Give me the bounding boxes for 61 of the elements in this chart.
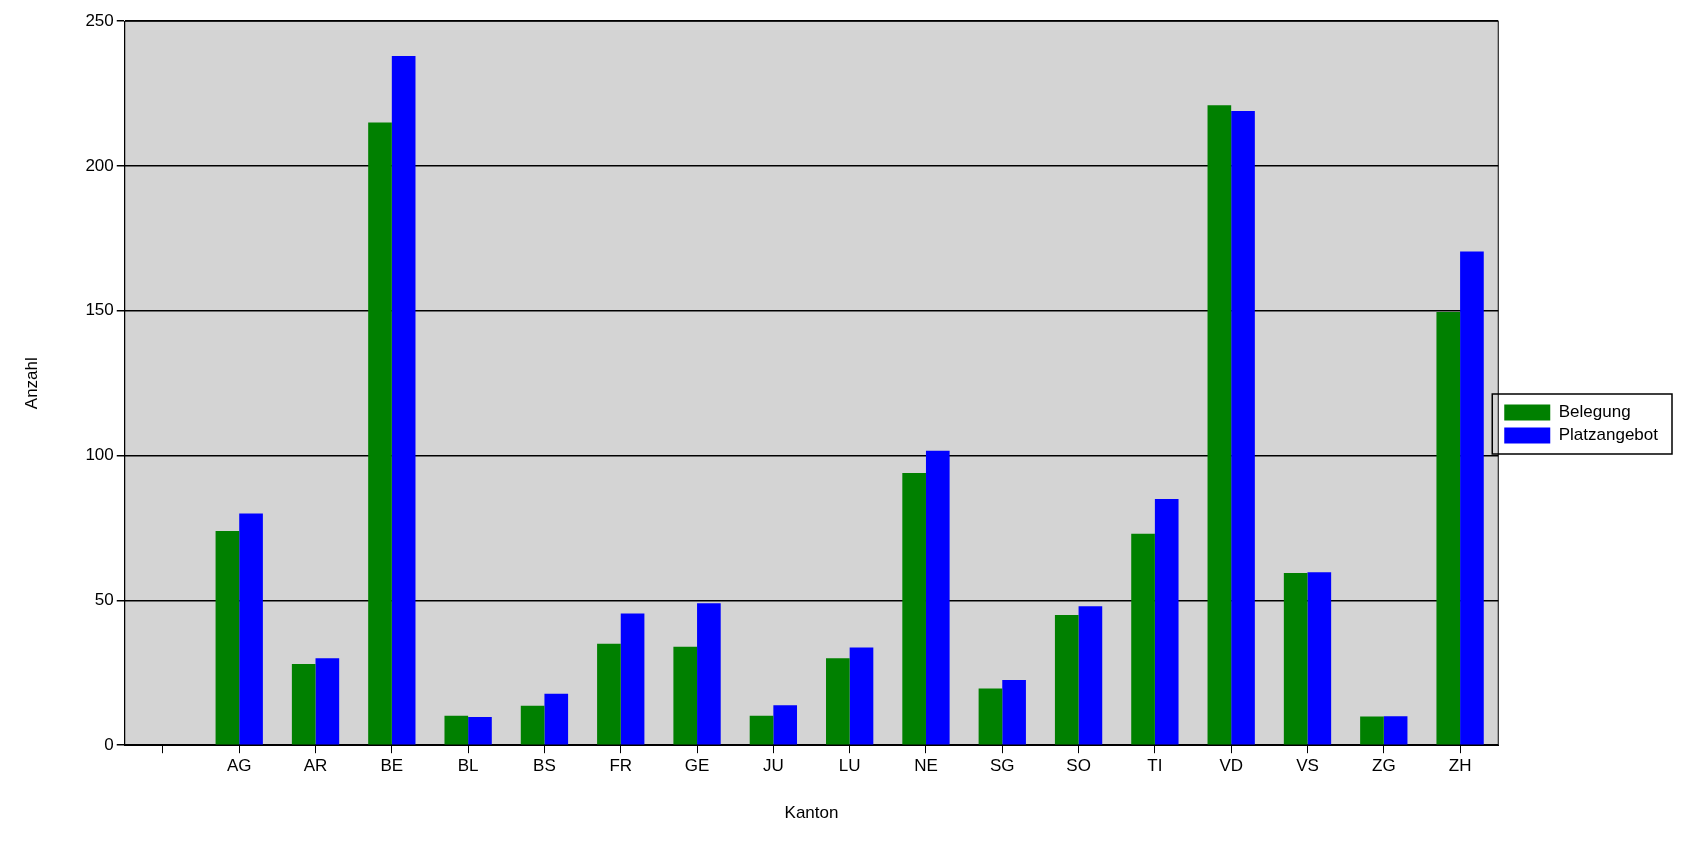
y-axis-title: Anzahl xyxy=(21,357,41,410)
bar xyxy=(849,647,874,745)
y-tick-label: 150 xyxy=(85,300,114,320)
bar xyxy=(1154,499,1179,745)
bar xyxy=(749,715,774,745)
x-tick-label: TI xyxy=(1147,756,1163,776)
x-tick-label: AG xyxy=(226,756,252,776)
bar xyxy=(826,658,850,745)
bar xyxy=(520,705,545,745)
x-tick-label: BL xyxy=(457,756,479,776)
bar xyxy=(468,717,492,745)
bar xyxy=(1207,105,1232,745)
y-tick-label: 0 xyxy=(104,734,114,754)
x-tick-label: ZH xyxy=(1448,756,1472,776)
bar xyxy=(673,646,698,745)
bar xyxy=(1078,606,1103,745)
bar xyxy=(1307,572,1332,745)
bar xyxy=(978,688,1003,745)
x-tick-label: SO xyxy=(1066,756,1091,776)
x-tick-label: FR xyxy=(609,756,633,776)
bar xyxy=(597,643,621,745)
bar xyxy=(368,122,392,745)
bar xyxy=(391,55,416,745)
x-tick-label: JU xyxy=(762,756,784,776)
x-tick-label: BS xyxy=(533,756,556,776)
bar xyxy=(773,705,798,745)
x-tick-label: ZG xyxy=(1371,756,1396,776)
bar xyxy=(697,603,721,745)
bar xyxy=(1383,716,1408,745)
bar xyxy=(1054,614,1079,745)
bar xyxy=(1231,110,1255,745)
x-tick-label: AR xyxy=(303,756,328,776)
bar xyxy=(215,530,240,745)
bar xyxy=(1460,251,1484,745)
y-tick-label: 50 xyxy=(94,590,114,610)
bar xyxy=(291,664,316,745)
x-axis-title: Kanton xyxy=(784,803,839,823)
bar xyxy=(1131,533,1155,745)
legend-label: Belegung xyxy=(1558,402,1631,422)
y-tick-label: 200 xyxy=(85,155,114,175)
legend-label: Platzangebot xyxy=(1558,425,1659,445)
y-tick-label: 100 xyxy=(85,445,114,465)
x-tick-label: GE xyxy=(684,756,710,776)
bar xyxy=(1002,680,1026,745)
bar xyxy=(444,715,469,745)
bar xyxy=(239,513,263,745)
bar xyxy=(315,658,340,745)
bar xyxy=(620,613,645,745)
x-tick-label: VS xyxy=(1296,756,1319,776)
bar xyxy=(544,693,569,745)
bar xyxy=(925,450,950,745)
bar xyxy=(1436,311,1461,745)
x-tick-label: SG xyxy=(989,756,1015,776)
x-tick-label: LU xyxy=(838,756,861,776)
bar xyxy=(1360,716,1384,745)
x-tick-label: VD xyxy=(1219,756,1243,776)
bar xyxy=(902,472,926,745)
bar xyxy=(1283,572,1308,745)
x-tick-label: NE xyxy=(914,756,938,776)
x-tick-label: BE xyxy=(380,756,404,776)
y-tick-label: 250 xyxy=(85,10,114,30)
